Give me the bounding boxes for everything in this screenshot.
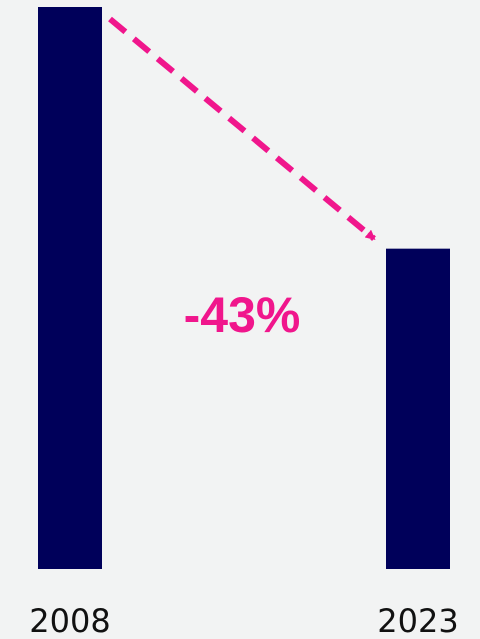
change-label: -43% <box>184 287 301 343</box>
x-tick-labels: 2008 2023 <box>29 602 458 639</box>
bars-group <box>38 7 450 569</box>
x-tick-label-2023: 2023 <box>377 602 458 639</box>
bar-2023 <box>386 248 450 569</box>
decrease-arrow <box>108 16 376 241</box>
x-tick-label-2008: 2008 <box>29 602 110 639</box>
bar-2008 <box>38 7 102 569</box>
